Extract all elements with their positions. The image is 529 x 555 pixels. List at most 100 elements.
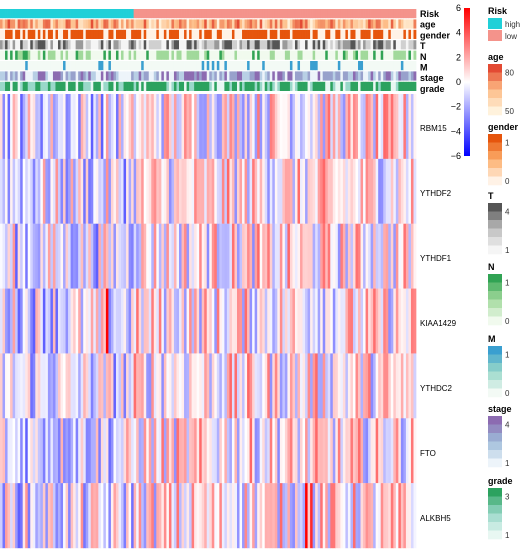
track-cell [138,40,142,50]
heatmap-cell [282,483,286,549]
track-cell [80,19,84,29]
track-cell [254,71,258,81]
heatmap-cell [385,353,389,419]
legend-scale-step [488,98,502,107]
track-cell [173,40,177,50]
heatmap-cell [262,94,266,160]
heatmap-cell [254,158,258,224]
track-cell [73,71,76,81]
track-cell [231,50,235,60]
legend-scale-max: 1 [505,279,510,288]
heatmap-cell [264,483,268,549]
heatmap-cell [181,158,185,224]
heatmap-cell [194,353,198,419]
track-cell [249,50,253,60]
heatmap-cell [173,418,177,484]
heatmap-cell [390,223,394,289]
track-cell [37,61,41,71]
heatmap-cell [355,483,359,549]
track-cell [186,71,190,81]
heatmap-cell [22,158,26,224]
track-cell [380,81,384,91]
heatmap-cell [378,353,382,419]
heatmap-cell [166,288,170,354]
heatmap-cell [279,223,283,289]
heatmap-cell [168,223,172,289]
track-cell [294,9,298,19]
track-cell [322,40,326,50]
track-cell [378,61,382,71]
heatmap-cell [385,158,389,224]
track-cell [45,9,49,19]
heatmap-cell [224,418,228,484]
heatmap-cell [395,223,399,289]
heatmap-cell [146,483,150,549]
heatmap-cell [269,288,273,354]
heatmap-cell [57,223,61,289]
heatmap-cell [239,418,243,484]
heatmap-cell [141,94,145,160]
track-cell [345,71,349,81]
track-cell [5,50,8,60]
heatmap-cell [337,418,341,484]
track-label-m: M [420,63,428,73]
heatmap-cell [12,483,16,549]
heatmap-cell [98,288,102,354]
track-cell [88,61,92,71]
track-cell [274,40,278,50]
track-cell [68,29,71,39]
track-cell [194,19,198,29]
heatmap-cell [247,483,250,549]
heatmap-cell [40,418,44,484]
heatmap-cell [57,418,61,484]
heatmap-cell [229,94,233,160]
heatmap-cell [209,483,213,549]
track-cell [262,29,266,39]
heatmap-cell [264,158,268,224]
heatmap-cell [37,483,41,549]
heatmap-cell [85,353,89,419]
heatmap-cell [27,94,31,160]
heatmap-cell [184,353,187,419]
track-cell [171,19,175,29]
track-cell [335,40,339,50]
track-cell [121,40,124,50]
track-cell [231,19,235,29]
track-cell [52,29,56,39]
track-cell [196,19,200,29]
track-cell [128,29,132,39]
heatmap-cell [30,94,34,160]
track-cell [403,19,407,29]
heatmap-cell [191,158,195,224]
heatmap-cell [85,94,89,160]
track-cell [388,50,392,60]
track-cell [52,71,56,81]
heatmap-cell [166,483,170,549]
heatmap-cell [363,418,366,484]
track-cell [289,19,293,29]
heatmap-cell [173,483,177,549]
track-label-stage: stage [420,73,444,83]
heatmap-cell [118,418,122,484]
heatmap-cell [133,418,137,484]
track-cell [327,40,331,50]
track-cell [47,19,51,29]
heatmap-cell [158,158,162,224]
track-cell [179,71,182,81]
track-cell [78,9,82,19]
track-cell [146,61,150,71]
track-cell [35,40,39,50]
track-cell [277,29,281,39]
track-cell [393,9,397,19]
track-cell [204,81,208,91]
track-cell [363,29,366,39]
heatmap-cell [405,353,409,419]
track-cell [257,29,261,39]
track-cell [176,19,180,29]
heatmap-cell [17,158,21,224]
heatmap-cell [221,353,225,419]
heatmap-cell [194,483,198,549]
heatmap-cell [206,353,210,419]
heatmap-cell [151,353,155,419]
heatmap-cell [380,223,384,289]
